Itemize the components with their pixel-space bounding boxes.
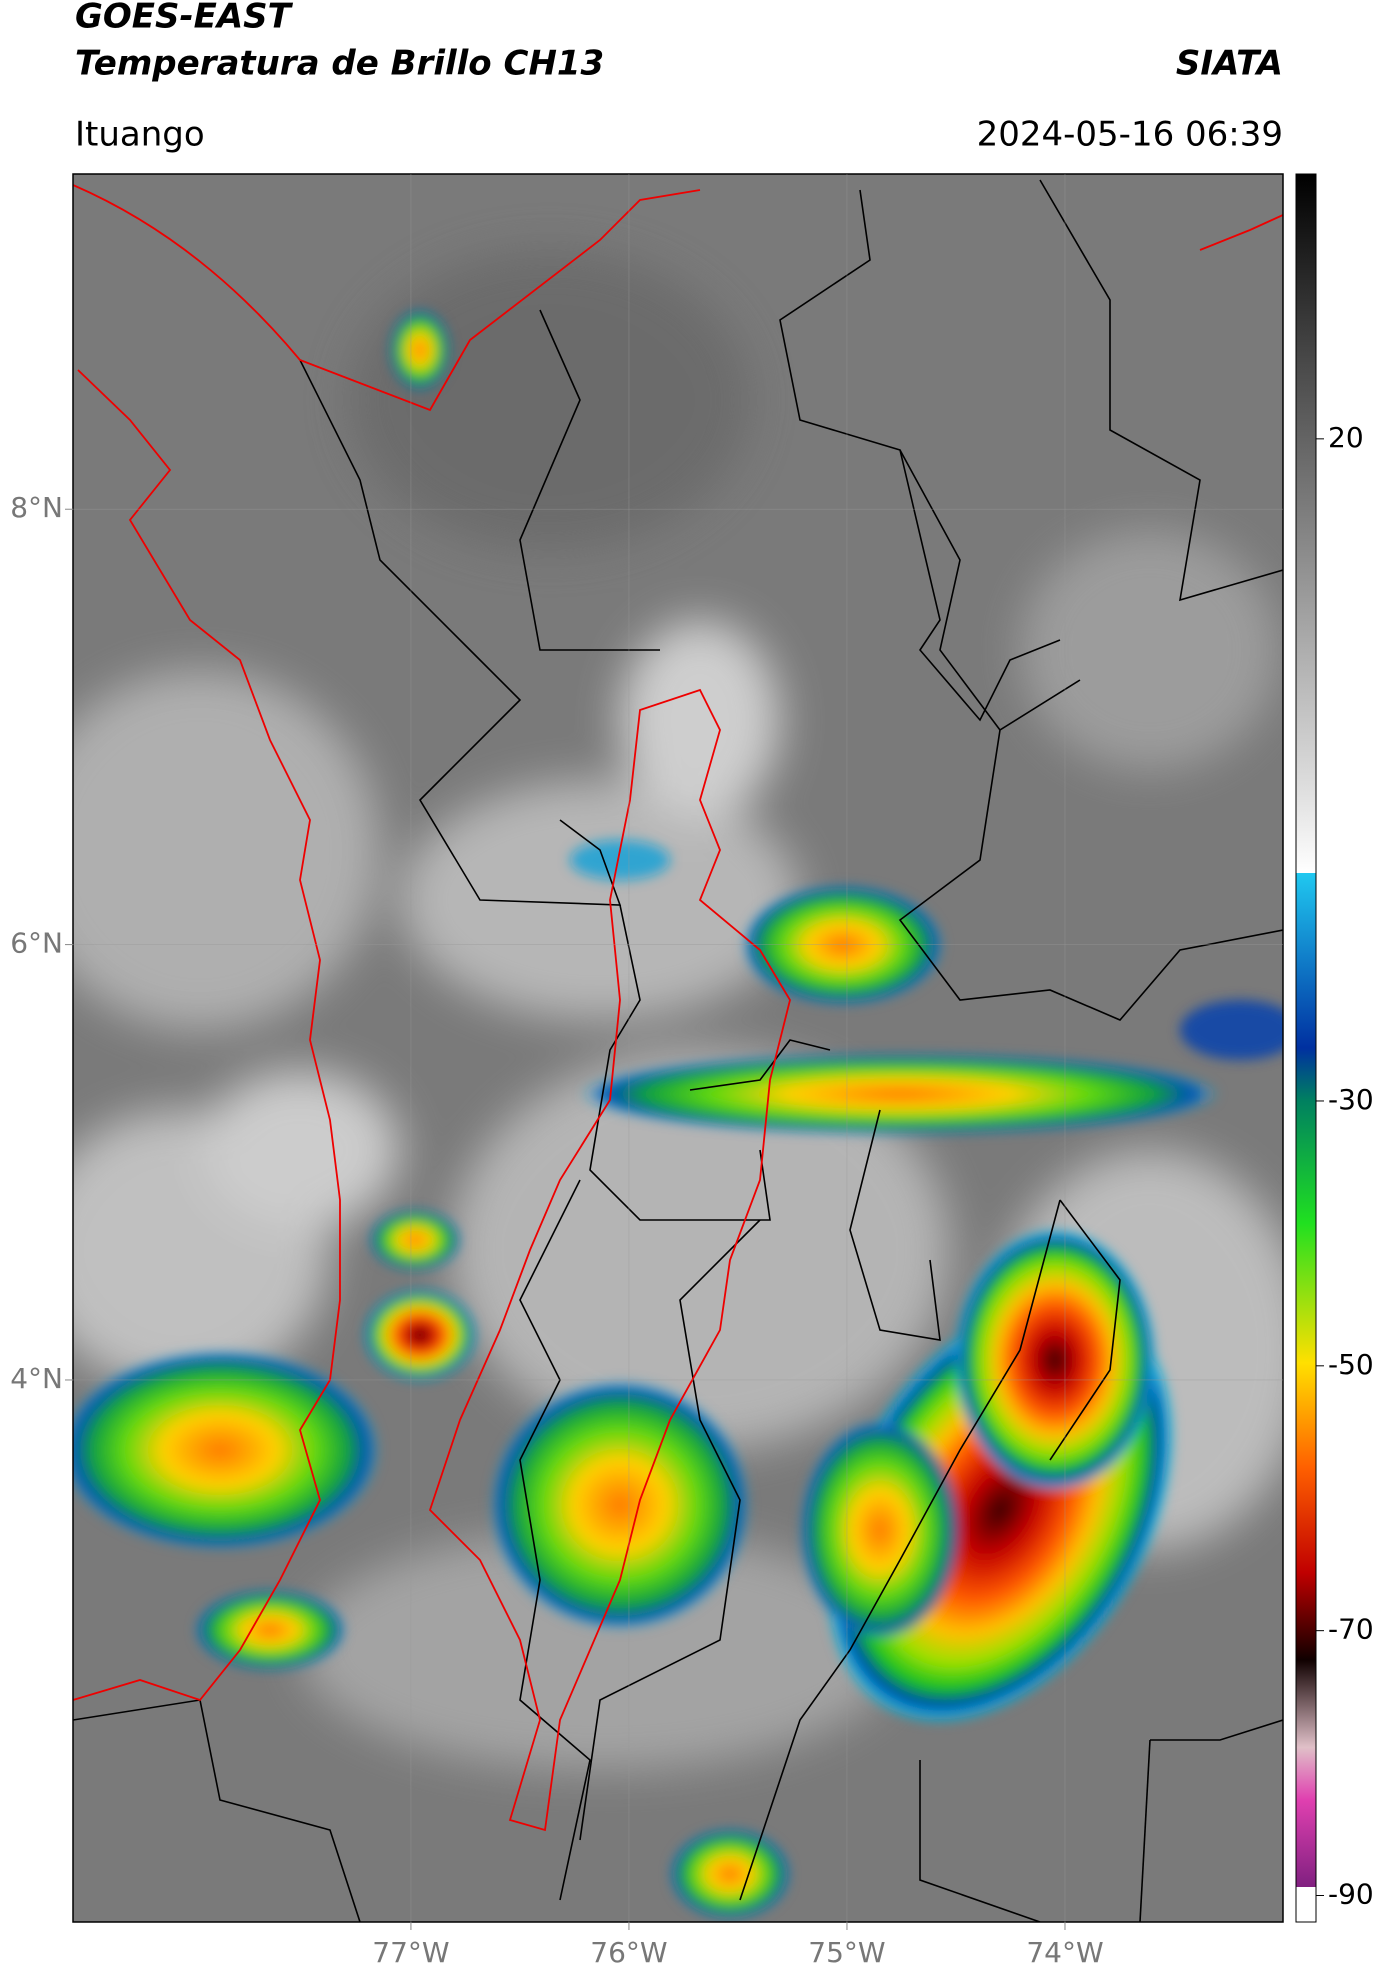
axes: 77°W 76°W 75°W 74°W 8°N 6°N 4°N 20 -30 -50 -70 -90 bbox=[10, 174, 1374, 1969]
y-tick-label: 8°N bbox=[10, 491, 63, 524]
x-tick-label: 76°W bbox=[590, 1936, 667, 1969]
y-tick-label: 4°N bbox=[10, 1362, 63, 1395]
colorbar-tick-label: -30 bbox=[1328, 1083, 1374, 1116]
colorbar-tick-label: 20 bbox=[1328, 421, 1364, 454]
x-tick-label: 75°W bbox=[808, 1936, 885, 1969]
colorbar-tick-label: -50 bbox=[1328, 1348, 1374, 1381]
colorbar-tick-label: -70 bbox=[1328, 1613, 1374, 1646]
x-tick-label: 77°W bbox=[372, 1936, 449, 1969]
source: SIATA bbox=[1176, 44, 1283, 84]
y-tick-label: 6°N bbox=[10, 927, 63, 960]
title: GOES-EAST bbox=[75, 0, 294, 37]
x-tick-label: 74°W bbox=[1026, 1936, 1103, 1969]
colorbar bbox=[1295, 173, 1317, 1923]
satellite-image bbox=[73, 174, 1283, 1922]
colorbar-tick-label: -90 bbox=[1328, 1878, 1374, 1911]
map-frame bbox=[72, 173, 1284, 1923]
location: Ituango bbox=[75, 115, 205, 155]
subtitle: Temperatura de Brillo CH13 bbox=[75, 44, 604, 84]
timestamp: 2024-05-16 06:39 bbox=[977, 115, 1283, 155]
